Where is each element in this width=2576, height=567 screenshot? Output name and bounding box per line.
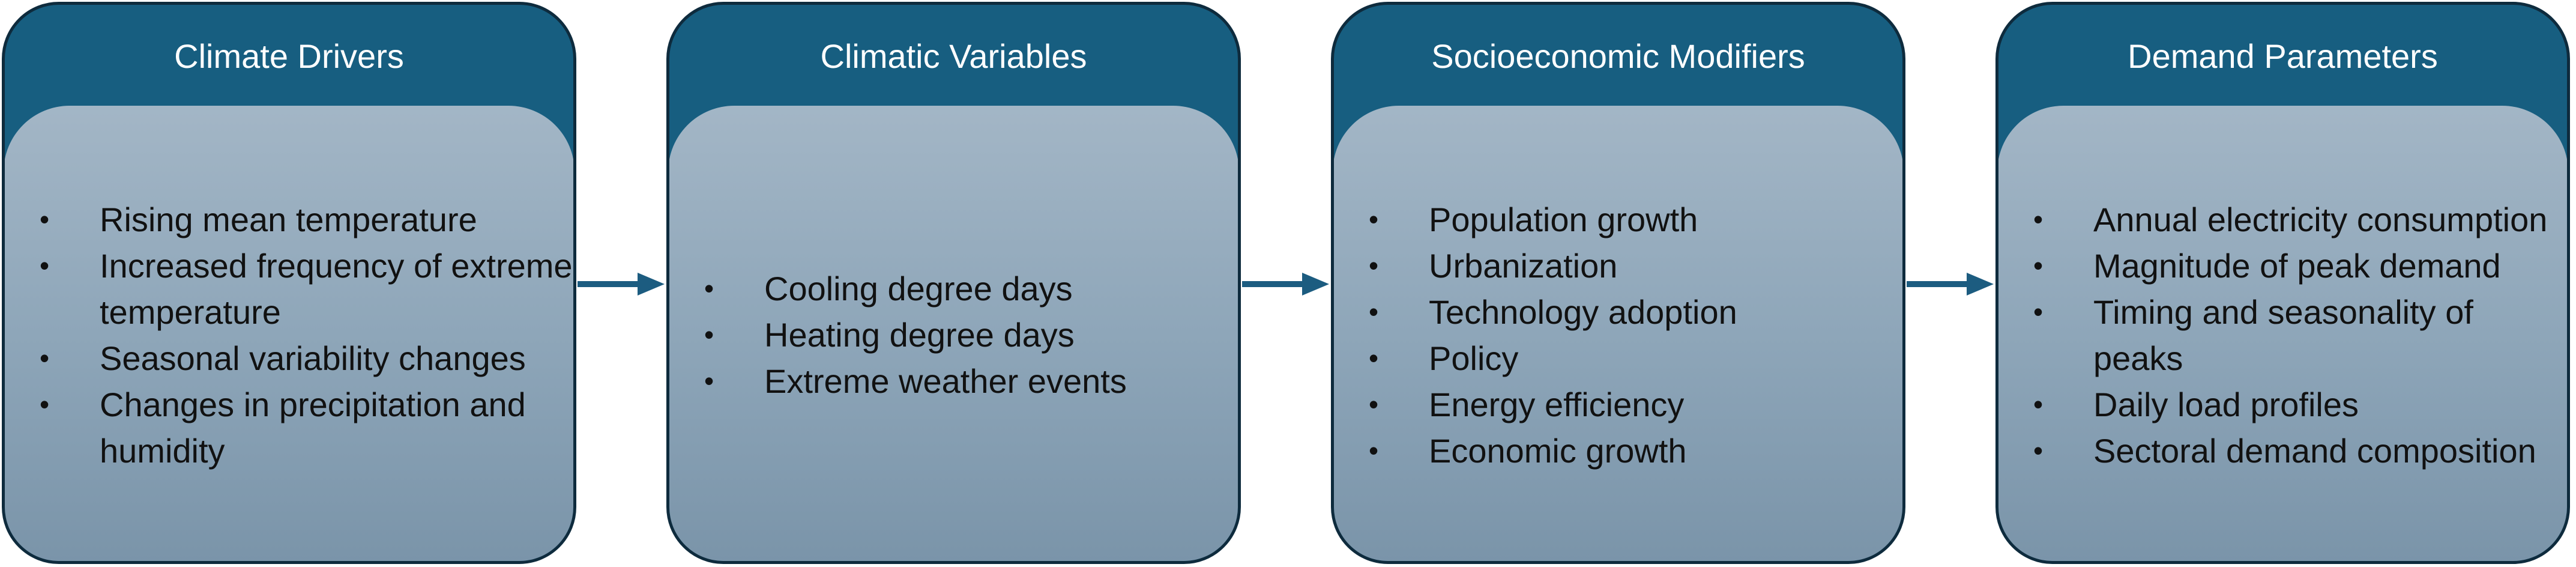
bullet-item: Annual electricity consumption bbox=[2033, 196, 2567, 243]
box-body: Cooling degree days Heating degree days … bbox=[669, 106, 1238, 561]
bullet-item: Rising mean temperature bbox=[40, 196, 573, 243]
bullet-list: Rising mean temperature Increased freque… bbox=[5, 196, 573, 474]
bullet-item: Heating degree days bbox=[704, 312, 1238, 358]
box-body: Rising mean temperature Increased freque… bbox=[5, 106, 573, 561]
box-climatic-variables: Climatic Variables Cooling degree days H… bbox=[666, 2, 1241, 564]
arrow-right-icon bbox=[1242, 273, 1329, 296]
box-title: Climatic Variables bbox=[820, 37, 1087, 75]
bullet-item: Cooling degree days bbox=[704, 265, 1238, 312]
bullet-item: Timing and seasonality of peaks bbox=[2033, 289, 2567, 381]
box-body: Annual electricity consumption Magnitude… bbox=[1998, 106, 2567, 561]
bullet-item: Increased frequency of extreme temperatu… bbox=[40, 243, 573, 335]
bullet-item: Urbanization bbox=[1369, 243, 1902, 289]
bullet-list: Population growth Urbanization Technolog… bbox=[1334, 196, 1902, 474]
arrow-right-icon bbox=[578, 273, 665, 296]
bullet-list: Annual electricity consumption Magnitude… bbox=[1998, 196, 2567, 474]
box-climate-drivers: Climate Drivers Rising mean temperature … bbox=[2, 2, 576, 564]
bullet-item: Policy bbox=[1369, 335, 1902, 381]
arrow-right-icon bbox=[1907, 273, 1994, 296]
bullet-list: Cooling degree days Heating degree days … bbox=[669, 265, 1238, 404]
bullet-item: Changes in precipitation and humidity bbox=[40, 381, 573, 474]
bullet-item: Population growth bbox=[1369, 196, 1902, 243]
box-demand-parameters: Demand Parameters Annual electricity con… bbox=[1995, 2, 2570, 564]
box-body: Population growth Urbanization Technolog… bbox=[1334, 106, 1902, 561]
bullet-item: Economic growth bbox=[1369, 428, 1902, 474]
bullet-item: Technology adoption bbox=[1369, 289, 1902, 335]
box-title: Demand Parameters bbox=[2128, 37, 2438, 75]
bullet-item: Energy efficiency bbox=[1369, 381, 1902, 428]
box-title: Socioeconomic Modifiers bbox=[1431, 37, 1805, 75]
bullet-item: Magnitude of peak demand bbox=[2033, 243, 2567, 289]
bullet-item: Daily load profiles bbox=[2033, 381, 2567, 428]
bullet-item: Sectoral demand composition bbox=[2033, 428, 2567, 474]
box-socioeconomic-modifiers: Socioeconomic Modifiers Population growt… bbox=[1331, 2, 1905, 564]
bullet-item: Extreme weather events bbox=[704, 358, 1238, 404]
box-title: Climate Drivers bbox=[174, 37, 404, 75]
bullet-item: Seasonal variability changes bbox=[40, 335, 573, 381]
